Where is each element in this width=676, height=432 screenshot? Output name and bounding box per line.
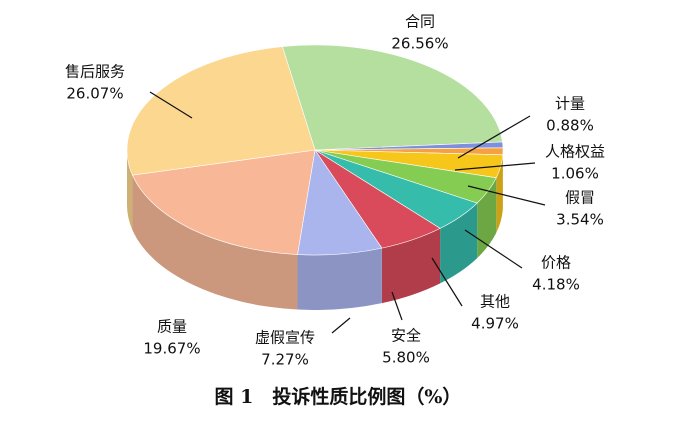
- value-label: 3.54%: [556, 211, 604, 229]
- pie-side: [127, 150, 133, 231]
- value-label: 19.67%: [143, 340, 200, 358]
- value-label: 5.80%: [382, 349, 430, 367]
- leader-line: [149, 91, 193, 119]
- slice-label: 假冒: [565, 189, 595, 207]
- slice-label: 人格权益: [545, 143, 605, 161]
- pie-side: [440, 203, 478, 284]
- slice-label: 虚假宣传: [255, 329, 315, 347]
- pie-side: [132, 175, 298, 310]
- slice-label: 安全: [391, 327, 421, 345]
- value-label: 7.27%: [261, 351, 309, 369]
- pie-slice: [281, 44, 503, 151]
- value-label: 26.56%: [391, 35, 448, 53]
- leader-line: [454, 162, 536, 171]
- value-label: 26.07%: [66, 85, 123, 103]
- leader-line: [457, 115, 531, 159]
- slice-label: 其他: [480, 293, 510, 311]
- value-label: 1.06%: [551, 165, 599, 183]
- pie-side: [381, 228, 441, 304]
- pie-side: [297, 248, 382, 310]
- slice-label: 价格: [541, 254, 571, 272]
- pie-side: [477, 177, 497, 259]
- slice-label: 合同: [405, 13, 435, 31]
- slice-label: 质量: [157, 318, 187, 336]
- leader-line: [391, 291, 403, 321]
- leader-line: [467, 185, 546, 206]
- leader-lines: [149, 91, 546, 334]
- slice-label: 售后服务: [65, 63, 125, 81]
- leader-line: [331, 317, 351, 334]
- value-label: 4.97%: [471, 315, 519, 333]
- value-label: 4.18%: [532, 276, 580, 294]
- pie-slice: [126, 46, 316, 176]
- leader-line: [464, 229, 523, 269]
- slice-label: 计量: [555, 95, 585, 113]
- pie: [126, 44, 504, 310]
- value-label: 0.88%: [546, 117, 594, 135]
- leader-line: [431, 257, 463, 307]
- pie-slice: [132, 149, 316, 255]
- chart-title: 图 1 投诉性质比例图（%）: [215, 385, 462, 408]
